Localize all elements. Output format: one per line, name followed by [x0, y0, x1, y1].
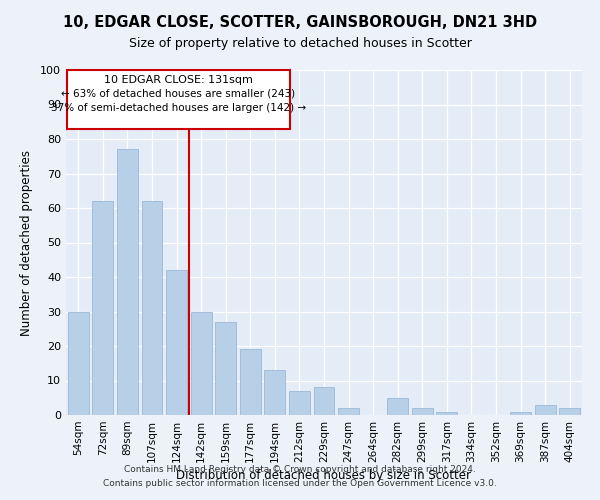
Bar [559, 408, 580, 415]
Bar [191, 312, 212, 415]
Bar [117, 150, 138, 415]
Text: 10, EDGAR CLOSE, SCOTTER, GAINSBOROUGH, DN21 3HD: 10, EDGAR CLOSE, SCOTTER, GAINSBOROUGH, … [63, 15, 537, 30]
Text: Size of property relative to detached houses in Scotter: Size of property relative to detached ho… [128, 38, 472, 51]
Bar [265, 370, 286, 415]
Bar [142, 201, 163, 415]
Text: 37% of semi-detached houses are larger (142) →: 37% of semi-detached houses are larger (… [51, 103, 306, 113]
Bar [68, 312, 89, 415]
X-axis label: Distribution of detached houses by size in Scotter: Distribution of detached houses by size … [176, 469, 472, 482]
Bar [314, 388, 334, 415]
Bar [338, 408, 359, 415]
Text: ← 63% of detached houses are smaller (243): ← 63% of detached houses are smaller (24… [61, 89, 295, 99]
Bar [240, 350, 261, 415]
Bar [387, 398, 408, 415]
Bar [535, 404, 556, 415]
Bar [436, 412, 457, 415]
Bar [92, 201, 113, 415]
Bar [166, 270, 187, 415]
Bar [289, 391, 310, 415]
Bar [510, 412, 531, 415]
FancyBboxPatch shape [67, 70, 290, 128]
Bar [215, 322, 236, 415]
Y-axis label: Number of detached properties: Number of detached properties [20, 150, 33, 336]
Text: 10 EDGAR CLOSE: 131sqm: 10 EDGAR CLOSE: 131sqm [104, 75, 253, 85]
Bar [412, 408, 433, 415]
Text: Contains HM Land Registry data © Crown copyright and database right 2024.
Contai: Contains HM Land Registry data © Crown c… [103, 466, 497, 487]
